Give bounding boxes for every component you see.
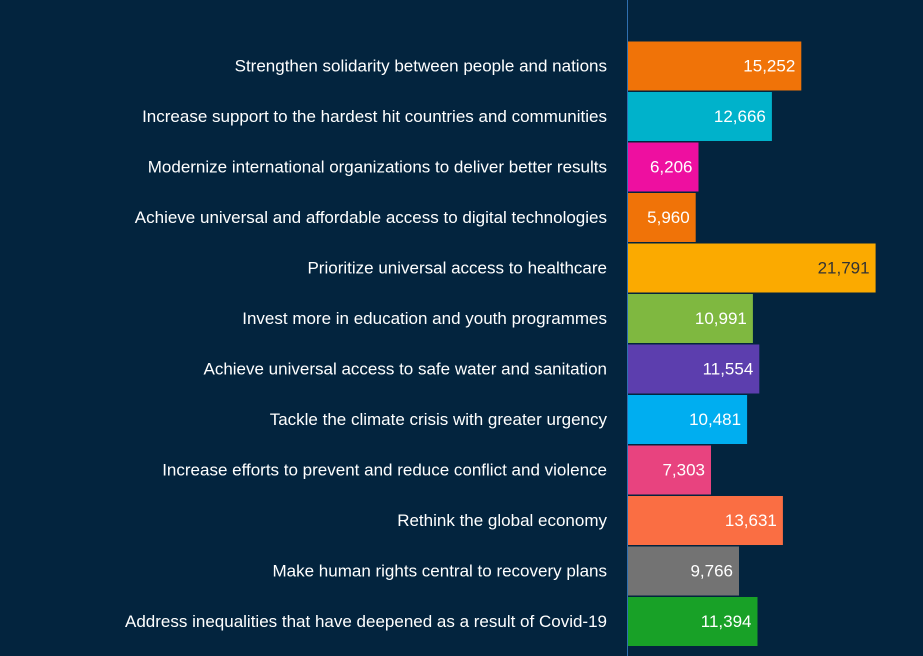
bar: [628, 142, 699, 192]
category-label: Achieve universal and affordable access …: [135, 208, 607, 227]
category-label: Address inequalities that have deepened …: [125, 612, 607, 631]
bar: [628, 92, 772, 141]
category-label: Strengthen solidarity between people and…: [235, 57, 607, 76]
category-label: Make human rights central to recovery pl…: [273, 562, 608, 581]
bar: [628, 193, 696, 242]
bar: [628, 445, 711, 495]
data-label: 6,206: [650, 158, 693, 177]
data-label: 11,554: [703, 360, 754, 379]
bar: [628, 395, 748, 444]
data-label: 7,303: [662, 461, 705, 480]
data-label: 21,791: [818, 259, 870, 278]
data-label: 9,766: [690, 562, 733, 581]
category-label: Rethink the global economy: [397, 511, 607, 530]
bar: [628, 546, 739, 596]
bar: [628, 243, 876, 293]
data-label: 10,991: [695, 309, 747, 328]
bar: [628, 597, 758, 646]
category-label: Tackle the climate crisis with greater u…: [270, 410, 608, 429]
data-label: 15,252: [743, 57, 795, 76]
bar: [628, 294, 753, 343]
data-label: 5,960: [647, 208, 690, 227]
data-label: 10,481: [689, 410, 741, 429]
data-label: 12,666: [714, 107, 766, 126]
bar: [628, 41, 802, 91]
bar: [628, 344, 760, 394]
data-label: 11,394: [701, 612, 752, 631]
data-label: 13,631: [725, 511, 777, 530]
category-label: Prioritize universal access to healthcar…: [307, 259, 607, 278]
bars-group: Strengthen solidarity between people and…: [125, 41, 876, 646]
category-label: Achieve universal access to safe water a…: [203, 360, 607, 379]
category-label: Increase support to the hardest hit coun…: [142, 107, 607, 126]
category-label: Invest more in education and youth progr…: [242, 309, 607, 328]
category-label: Increase efforts to prevent and reduce c…: [162, 461, 607, 480]
category-label: Modernize international organizations to…: [148, 158, 607, 177]
bar: [628, 496, 783, 545]
